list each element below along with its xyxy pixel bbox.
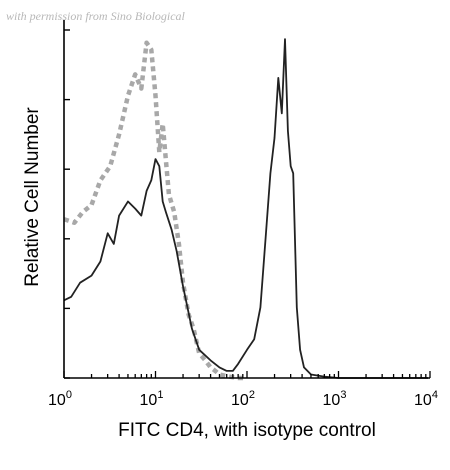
cd4-stained-series [63,38,428,379]
y-axis-title: Relative Cell Number [22,107,43,287]
x-tick-label: 104 [414,389,438,409]
x-tick-base: 10 [323,392,341,409]
x-tick-base: 10 [231,392,249,409]
x-tick-label: 102 [231,389,255,409]
x-axis-title: FITC CD4, with isotype control [118,420,376,441]
x-tick-label: 103 [323,389,347,409]
x-tick-label: 101 [140,389,164,409]
isotype-control-series [63,40,247,381]
x-tick-exponent: 1 [157,389,163,401]
axes-group [63,20,431,379]
plot-series-group [63,38,428,381]
watermark-text: with permission from Sino Biological [6,9,185,23]
x-tick-exponent: 3 [340,389,346,401]
x-tick-exponent: 4 [432,389,438,401]
x-tick-label: 100 [48,389,72,409]
x-tick-base: 10 [414,392,432,409]
x-tick-exponent: 0 [66,389,72,401]
x-tick-labels: 100 101 102 103 104 [48,389,438,409]
x-tick-base: 10 [140,392,158,409]
x-tick-exponent: 2 [249,389,255,401]
x-tick-base: 10 [48,392,66,409]
